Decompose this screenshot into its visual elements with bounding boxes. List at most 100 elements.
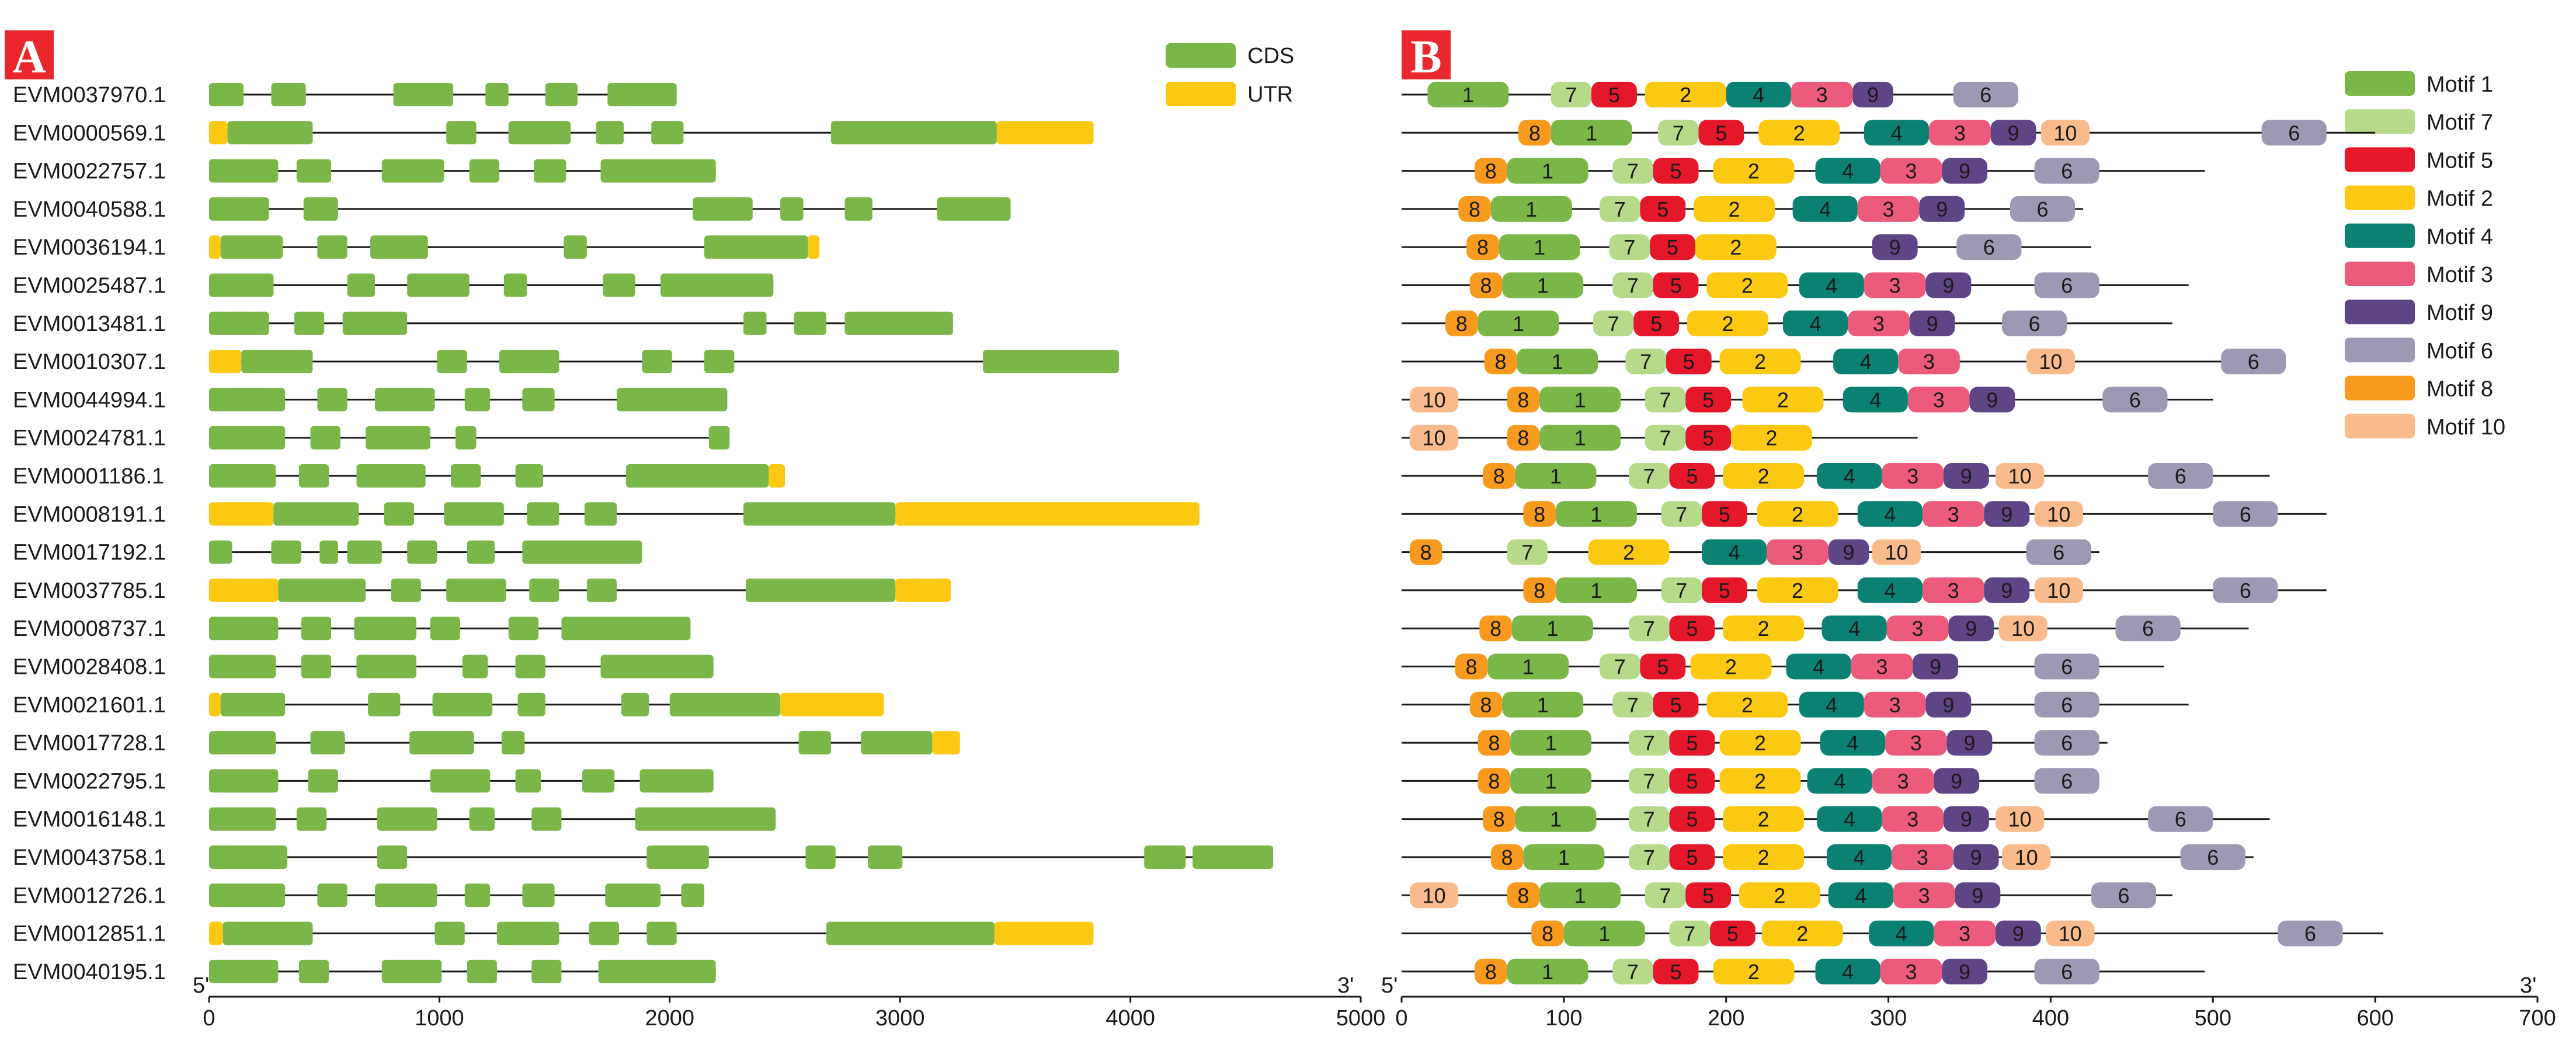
motif-2-box <box>1723 463 1805 489</box>
motif-3-box <box>1934 920 1996 946</box>
motif-5-box <box>1669 768 1715 794</box>
motif-10-label: 10 <box>1423 388 1446 412</box>
motif-8-label: 8 <box>1420 541 1432 565</box>
gene-row: EVM0028408.1 <box>13 655 714 680</box>
cds-segment <box>462 655 488 678</box>
motif-3-label: 3 <box>1889 274 1901 298</box>
motif-2-label: 2 <box>1758 845 1770 869</box>
gene-row: EVM0037785.1 <box>13 578 951 603</box>
motif-3-box <box>1885 730 1947 756</box>
motif-4-box <box>1828 882 1893 909</box>
motif-5-box <box>1653 691 1699 718</box>
motif-7-box <box>1658 120 1699 146</box>
gene-name-label: EVM0008191.1 <box>13 502 166 527</box>
cds-segment <box>296 159 332 183</box>
cds-segment <box>1193 845 1274 869</box>
motif-8-box <box>1479 615 1512 642</box>
cds-segment <box>374 883 437 907</box>
motif-9-box <box>1955 882 2001 909</box>
motif-5-label: 5 <box>1670 159 1682 183</box>
motif-4-label: 4 <box>1813 655 1824 679</box>
legend-label-cds: CDS <box>1247 44 1294 68</box>
cds-segment <box>209 83 244 106</box>
cds-segment <box>805 845 836 869</box>
motif-10-box <box>1872 539 1921 565</box>
cds-segment <box>393 83 454 106</box>
motif-row: 8 1 7 5 2 4 3 9 6 <box>1402 768 2099 794</box>
motif-9-box <box>1946 730 1993 756</box>
motif-10-label: 10 <box>1885 541 1908 565</box>
motif-1-label: 1 <box>1590 579 1602 603</box>
cds-segment <box>209 273 274 297</box>
cds-segment <box>501 731 525 755</box>
motif-9-label: 9 <box>1936 197 1948 221</box>
motif-2-label: 2 <box>1730 235 1741 259</box>
motif-7-box <box>1612 691 1653 718</box>
motif-row: 8 1 7 5 2 4 3 9 6 <box>1402 158 2205 184</box>
motif-9-box <box>1948 615 1994 642</box>
motif-3-box <box>1882 806 1944 832</box>
cds-segment <box>1144 845 1186 869</box>
motif-1-box <box>1515 806 1597 832</box>
legend-swatch-motif-1 <box>2345 71 2415 96</box>
cds-segment <box>271 540 301 564</box>
motif-7-label: 7 <box>1521 541 1533 565</box>
motif-1-box <box>1427 82 1509 107</box>
cds-segment <box>209 883 286 907</box>
motif-5-box <box>1653 958 1699 984</box>
motif-8-box <box>1507 424 1540 451</box>
cds-segment <box>430 769 491 793</box>
cds-segment <box>391 578 421 602</box>
motif-8-box <box>1445 310 1478 336</box>
motif-5-box <box>1653 272 1699 298</box>
motif-4-box <box>1815 958 1880 984</box>
motif-10-label: 10 <box>2008 464 2032 488</box>
motif-1-box <box>1539 882 1621 909</box>
motif-3-box <box>1872 768 1934 794</box>
cds-segment <box>451 464 481 488</box>
cds-segment <box>368 692 401 716</box>
motif-4-box <box>1826 844 1892 870</box>
cds-segment <box>209 959 279 983</box>
motif-5-label: 5 <box>1608 83 1620 107</box>
motif-2-box <box>1695 234 1777 260</box>
motif-10-label: 10 <box>2008 808 2032 831</box>
motif-1-label: 1 <box>1552 350 1563 374</box>
motif-2-label: 2 <box>1729 197 1740 221</box>
motif-5-label: 5 <box>1686 464 1698 488</box>
motif-2-box <box>1731 424 1812 451</box>
motif-7-label: 7 <box>1660 426 1671 450</box>
cds-segment <box>598 959 716 983</box>
gene-row: EVM0000569.1 <box>13 121 1094 145</box>
motif-1-label: 1 <box>1513 312 1524 336</box>
cds-segment <box>308 769 338 793</box>
axis-tick-label: 0 <box>203 1006 215 1031</box>
gene-name-label: EVM0008737.1 <box>13 617 166 641</box>
legend-swatch-utr <box>1166 82 1236 106</box>
panel-b-five-prime-label: 5' <box>1381 973 1397 998</box>
cds-segment <box>301 655 332 678</box>
cds-segment <box>409 731 474 755</box>
motif-6-box <box>2034 730 2099 756</box>
motif-row: 8 1 7 5 2 4 3 9 10 6 <box>1402 463 2270 489</box>
motif-8-box <box>1482 463 1515 489</box>
panel-b-label-bg <box>1402 30 1451 79</box>
motif-9-box <box>1953 844 1999 870</box>
cds-segment <box>209 197 269 221</box>
motif-1-box <box>1515 463 1597 489</box>
cds-segment <box>867 845 903 869</box>
cds-segment <box>743 502 896 526</box>
motif-10-label: 10 <box>1423 426 1446 450</box>
motif-10-label: 10 <box>2047 502 2070 526</box>
motif-7-box <box>1599 653 1640 680</box>
cds-segment <box>704 235 808 259</box>
cds-segment <box>586 578 617 602</box>
motif-8-box <box>1507 387 1540 413</box>
motif-10-label: 10 <box>2053 121 2077 145</box>
motif-9-box <box>1995 920 2041 946</box>
motif-3-label: 3 <box>1948 579 1959 603</box>
motif-10-box <box>1995 806 2045 832</box>
motif-4-box <box>1857 577 1923 603</box>
cds-segment <box>209 655 276 678</box>
motif-7-box <box>1645 424 1686 451</box>
